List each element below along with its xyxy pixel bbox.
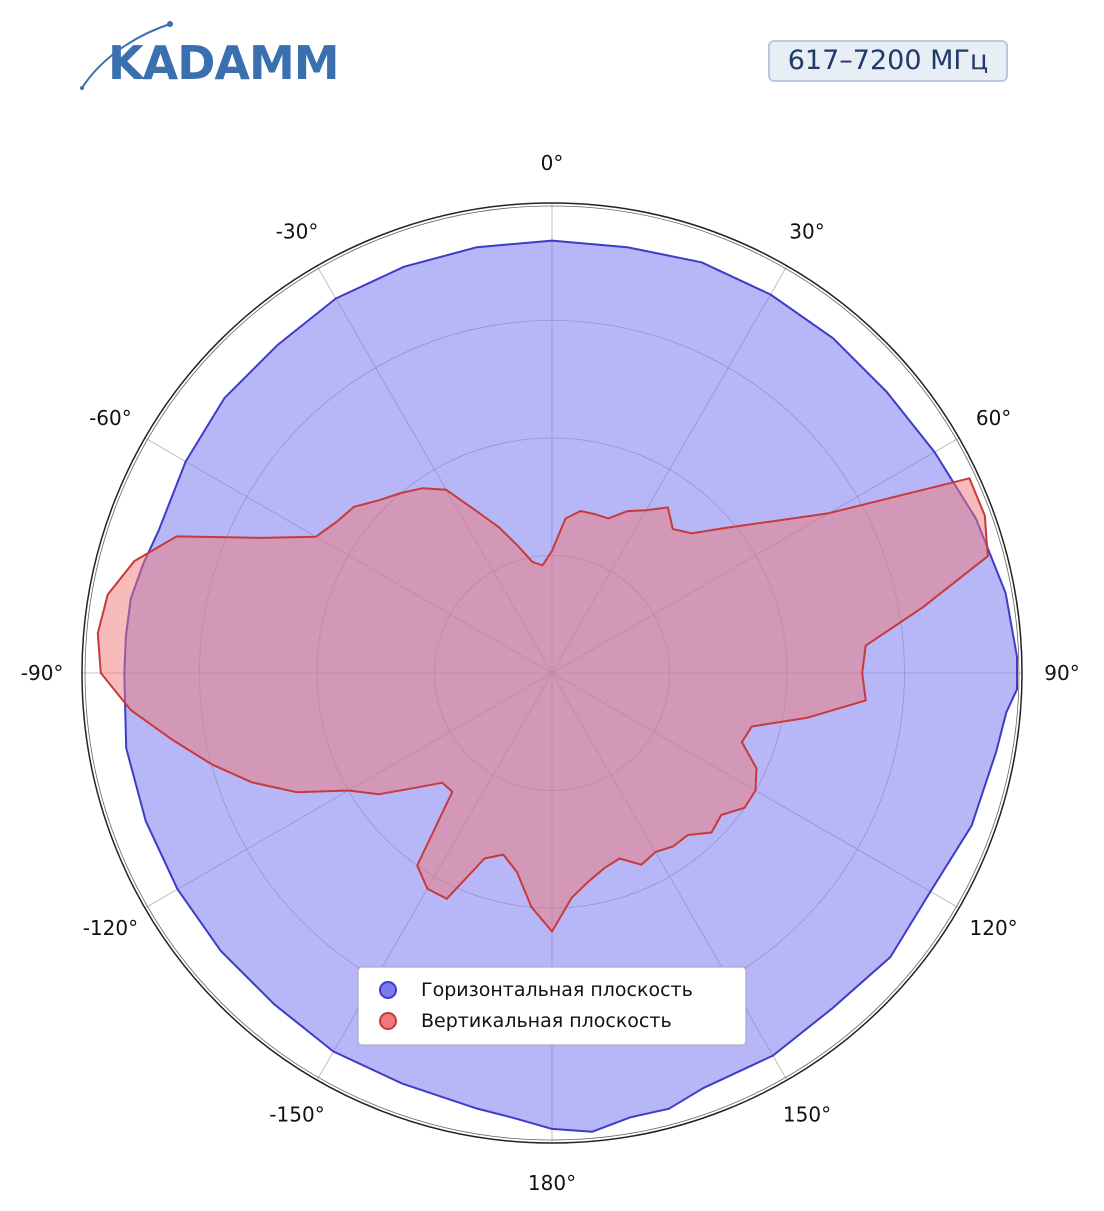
- angle-tick-label-7: -150°: [269, 1103, 324, 1127]
- angle-tick-label-5: 150°: [783, 1103, 831, 1127]
- polar-inner-ring: [84, 205, 1020, 1141]
- legend: Горизонтальная плоскость Вертикальная пл…: [358, 967, 746, 1045]
- angle-tick-label-9: -90°: [21, 661, 64, 685]
- angle-tick-label-4: 120°: [970, 916, 1018, 940]
- frequency-badge: 617–7200 МГц: [768, 40, 1008, 82]
- angle-tick-label-2: 60°: [976, 406, 1011, 430]
- legend-label-horizontal: Горизонтальная плоскость: [421, 979, 693, 1001]
- angle-tick-label-8: -120°: [83, 916, 138, 940]
- polar-outer-ring: [81, 202, 1023, 1144]
- angle-tick-label-1: 30°: [789, 219, 824, 243]
- logo-dot: [167, 21, 173, 27]
- legend-item-vertical: Вертикальная плоскость: [379, 1008, 672, 1034]
- angle-tick-label-11: -30°: [276, 219, 319, 243]
- angle-tick-label-6: 180°: [528, 1171, 576, 1195]
- legend-marker-horizontal: [379, 981, 397, 999]
- series-layer: [96, 239, 1018, 1133]
- angle-tick-labels: 0° 30° 60° 90° 120° 150° 180° -150° -120° -90° -60…: [21, 151, 1080, 1195]
- angle-tick-label-10: -60°: [89, 406, 132, 430]
- logo-swoosh: [81, 23, 171, 89]
- angle-tick-label-3: 90°: [1044, 661, 1079, 685]
- kadamm-logo: [80, 12, 173, 90]
- brand-name: KADAMM: [108, 36, 340, 90]
- polar-frame: [81, 202, 1023, 1144]
- logo-dot-small: [80, 86, 84, 90]
- legend-label-vertical: Вертикальная плоскость: [421, 1010, 672, 1032]
- angle-tick-label-0: 0°: [541, 151, 564, 175]
- legend-item-horizontal: Горизонтальная плоскость: [379, 977, 693, 1003]
- legend-marker-vertical: [379, 1012, 397, 1030]
- series-area-1: [96, 477, 989, 933]
